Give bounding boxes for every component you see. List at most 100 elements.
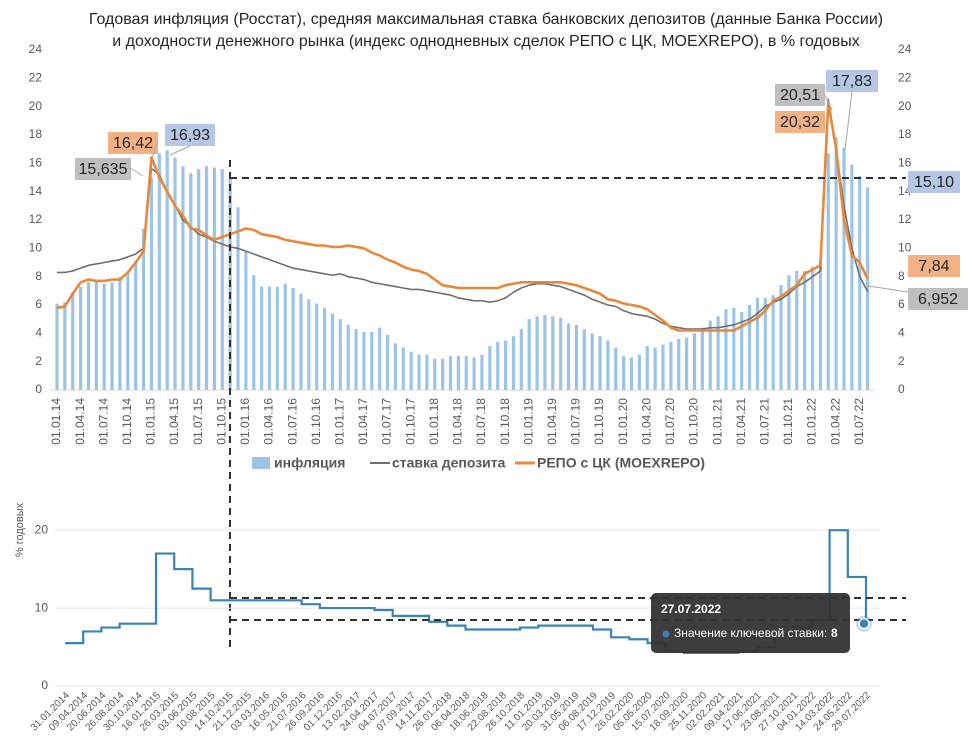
y-tick-label: 10 [29,241,43,255]
y-tick-label: 0 [41,678,48,692]
bar [456,356,460,390]
y-axis-title: % годовых [14,502,26,557]
bar [740,312,744,390]
annotation-label: 15,10 [914,174,954,191]
y2-tick-label: 22 [898,71,912,85]
annotation-box [908,171,960,193]
bar [606,340,610,390]
bar [692,333,697,390]
x-tick-label: 01.10.18 [498,398,512,445]
bar [590,333,594,390]
bar [417,354,421,390]
y2-tick-label: 16 [898,156,912,170]
legend-label: ставка депозита [392,455,506,471]
x-tick-label: 01.01.16 [238,398,252,445]
legend-label: инфляция [274,455,345,471]
x-tick-label: 01.01.21 [710,398,724,445]
annotation-box [75,158,131,180]
x-tick-label: 01.10.15 [214,398,228,445]
annotation-box [826,70,878,92]
bar [385,334,390,390]
bar [299,293,303,390]
y2-tick-label: 4 [898,326,905,340]
bar [149,177,154,390]
bar [291,288,295,390]
y-tick-label: 2 [35,354,42,368]
bar [157,153,161,390]
tooltip-label: Значение ключевой ставки: [674,626,827,640]
chart-subtitle: и доходности денежного рынка (индекс одн… [112,33,860,50]
bar [519,329,523,390]
bar [645,346,649,390]
bar [732,307,736,390]
tooltip-dot [662,630,670,638]
bar [71,292,75,390]
bar [496,341,500,390]
leader-line [867,285,909,293]
y-tick-label: 12 [29,212,43,226]
y2-tick-label: 18 [898,127,912,141]
bar [677,339,681,390]
bar [212,167,216,390]
bar [393,343,398,390]
x-tick-label: 01.04.16 [262,398,276,445]
bar [275,286,279,390]
x-tick-label: 01.10.16 [309,398,323,445]
x-tick-label: 01.04.22 [828,398,842,445]
bar [850,164,854,390]
y-tick-label: 24 [29,42,43,56]
x-tick-label: 01.04.21 [734,398,748,445]
bar [858,176,862,390]
bar [102,283,106,390]
line-series [56,100,869,332]
bar [330,313,335,390]
bar [685,337,689,390]
bar [582,329,586,390]
bar [181,166,185,390]
x-tick-label: 01.04.18 [451,398,465,445]
y-tick-label: 18 [29,127,43,141]
y-tick-label: 20 [35,522,49,536]
bar [354,329,358,390]
bar [574,324,579,390]
bar [267,286,272,390]
bar [464,356,468,390]
bar [204,166,209,390]
bar [362,331,366,390]
x-tick-label: 01.01.20 [616,398,630,445]
bar [448,356,453,390]
bar [173,157,177,390]
bar [370,331,374,390]
bar [511,336,516,390]
annotation-label: 20,51 [780,87,820,104]
bar [763,297,767,390]
y-tick-label: 20 [29,99,43,113]
annotation-label: 16,93 [170,127,210,144]
bar [283,283,287,390]
bar [488,346,492,390]
x-tick-label: 01.04.14 [73,398,87,445]
annotation-label: 16,42 [113,135,153,152]
x-tick-label: 01.10.20 [687,398,701,445]
annotation-box [775,111,825,133]
x-tick-label: 01.07.17 [380,398,394,445]
x-tick-label: 01.01.17 [332,398,346,445]
annotation-label: 17,83 [832,73,872,90]
bar [307,299,311,390]
bar [795,271,799,390]
annotation-box [165,124,215,146]
x-tick-label: 01.10.21 [781,398,795,445]
bar [708,320,712,390]
y-tick-label: 0 [35,382,42,396]
bar [79,286,83,390]
y-tick-label: 22 [29,71,43,85]
y-tick-label: 16 [29,156,43,170]
bar [338,319,342,390]
y-tick-label: 6 [35,297,42,311]
x-tick-label: 01.04.20 [639,398,653,445]
x-tick-label: 01.01.15 [144,398,158,445]
x-tick-label: 01.07.22 [852,398,866,445]
bar [134,261,138,390]
bar [94,279,98,390]
